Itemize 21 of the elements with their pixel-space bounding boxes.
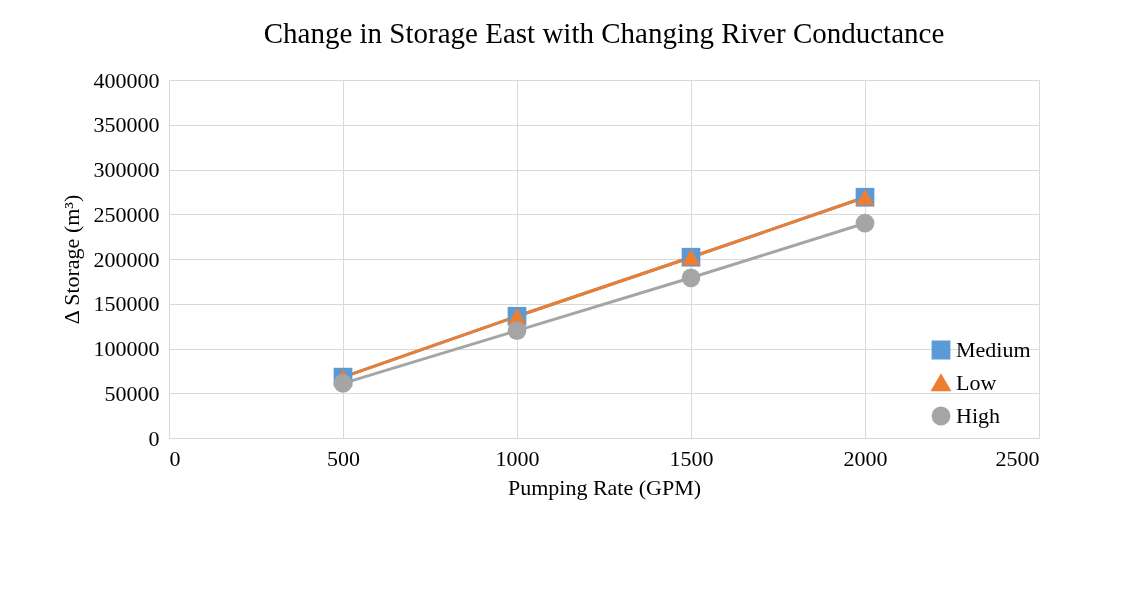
chart-title: Change in Storage East with Changing River Conductance — [263, 17, 945, 49]
legend-label: Low — [956, 370, 997, 395]
x-tick-label: 1500 — [669, 445, 714, 471]
y-tick-label: 200000 — [93, 246, 160, 272]
y-tick-label: 0 — [148, 425, 160, 451]
x-tick-label: 2000 — [843, 445, 888, 471]
y-tick-label: 400000 — [93, 67, 160, 93]
legend-label: High — [956, 403, 1000, 428]
legend-label: Medium — [956, 337, 1031, 362]
x-tick-label: 2500 — [995, 445, 1040, 471]
y-tick-label: 250000 — [93, 201, 160, 227]
y-tick-label: 300000 — [93, 157, 160, 182]
y-axis-title: Δ Storage (m³) — [58, 194, 84, 325]
y-tick-label: 50000 — [104, 380, 160, 406]
x-axis-title: Pumping Rate (GPM) — [507, 474, 702, 500]
y-tick-label: 350000 — [93, 112, 160, 138]
x-tick-label: 500 — [327, 445, 360, 471]
y-tick-label: 100000 — [93, 336, 160, 361]
x-tick-label: 0 — [169, 445, 181, 471]
y-tick-label: 150000 — [93, 291, 160, 317]
x-tick-label: 1000 — [495, 445, 540, 471]
